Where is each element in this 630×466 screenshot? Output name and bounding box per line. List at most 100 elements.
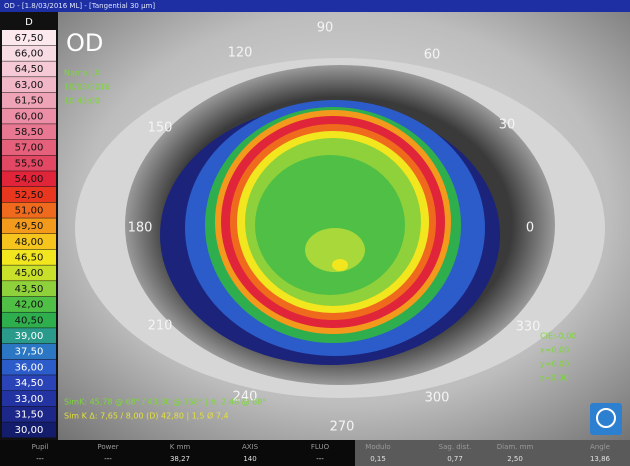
scale-label: 63,00 xyxy=(15,80,44,91)
scale-label: 39,00 xyxy=(15,331,44,342)
scale-label: 55,50 xyxy=(15,158,44,169)
scale-swatch xyxy=(2,312,56,328)
status-label: Diam. mm xyxy=(497,443,534,451)
status-label: K mm xyxy=(170,443,191,451)
scale-swatch xyxy=(2,218,56,234)
status-value: 13,86 xyxy=(590,455,611,463)
status-label: Pupil xyxy=(32,443,49,451)
status-value: --- xyxy=(316,455,324,463)
topography-map xyxy=(160,100,500,365)
scale-label: 36,00 xyxy=(15,362,44,373)
scale-label: 54,00 xyxy=(15,174,44,185)
patient-info: Name LX xyxy=(64,69,101,78)
scale-label: 30,00 xyxy=(15,425,44,436)
title-bar xyxy=(0,0,630,12)
axis-label: 150 xyxy=(148,121,173,136)
axis-label: 60 xyxy=(424,48,441,63)
scale-label: 31,50 xyxy=(15,409,44,420)
status-label: Modulo xyxy=(365,443,390,451)
status-value: 2,50 xyxy=(507,455,523,463)
scale-label: 58,50 xyxy=(15,127,44,138)
scale-swatch xyxy=(2,202,56,218)
status-value: 140 xyxy=(243,455,256,463)
patient-info: 18/03/2016 xyxy=(64,83,110,92)
scale-label: 45,00 xyxy=(15,268,44,279)
scale-swatch xyxy=(2,328,56,344)
eye-label: OD xyxy=(66,29,103,57)
scale-swatch xyxy=(2,155,56,171)
window-title: OD - [1.8/03/2016 ML] - [Tangential 30 µ… xyxy=(4,2,155,10)
scale-swatch xyxy=(2,249,56,265)
scale-label: 57,00 xyxy=(15,143,44,154)
scale-swatch xyxy=(2,171,56,187)
scale-swatch xyxy=(2,343,56,360)
scale-swatch xyxy=(2,139,56,156)
scale-swatch xyxy=(2,92,56,108)
axis-label: 300 xyxy=(425,391,450,406)
scale-swatch xyxy=(2,77,56,93)
axis-label: 180 xyxy=(128,221,153,236)
axis-label: 120 xyxy=(228,46,253,61)
summary-line: Sim K Δ: 7,65 / 8,00 (D) 42,80 | 1,5 Ø 7… xyxy=(64,411,229,421)
scale-label: 66,00 xyxy=(15,49,44,60)
axis-label: 330 xyxy=(516,320,541,335)
scale-swatch xyxy=(2,30,56,46)
scale-swatch xyxy=(2,265,56,281)
scale-label: 60,00 xyxy=(15,111,44,122)
status-value: 38,27 xyxy=(170,455,190,463)
scale-swatch xyxy=(2,390,56,407)
scale-label: 64,50 xyxy=(15,64,44,75)
readout: CIE:-0,00 xyxy=(540,332,576,341)
scale-swatch xyxy=(2,422,56,438)
scale-swatch xyxy=(2,234,56,250)
scale-swatch xyxy=(2,281,56,297)
status-value: 0,77 xyxy=(447,455,463,463)
scale-label: 51,00 xyxy=(15,205,44,216)
scale-swatch xyxy=(2,45,56,61)
scale-label: 52,50 xyxy=(15,190,44,201)
axis-label: 240 xyxy=(233,390,258,405)
scale-label: 48,00 xyxy=(15,237,44,248)
scale-swatch xyxy=(2,296,56,312)
readout: y=0,00 xyxy=(540,360,569,369)
scale-label: 43,50 xyxy=(15,284,44,295)
status-right xyxy=(355,440,630,466)
scale-label: 34,50 xyxy=(15,378,44,389)
status-value: 0,15 xyxy=(370,455,386,463)
status-label: FLUO xyxy=(311,443,330,451)
scale-swatch xyxy=(2,186,56,203)
status-label: Angle xyxy=(590,443,610,451)
axis-label: 270 xyxy=(330,420,355,435)
scale-swatch xyxy=(2,375,56,391)
scale-swatch xyxy=(2,124,56,140)
summary-line: SimK: 45,78 @ 68° / 43,30 @ 158° | Δ: 2,… xyxy=(64,398,266,407)
readout: z=0,00 xyxy=(540,374,569,383)
scale-swatch xyxy=(2,406,56,422)
status-label: Sag. dist. xyxy=(439,443,472,451)
status-value: --- xyxy=(104,455,112,463)
status-value: --- xyxy=(36,455,44,463)
status-label: AXIS xyxy=(242,443,259,451)
scale-label: 46,50 xyxy=(15,253,44,264)
axis-label: 30 xyxy=(499,118,516,133)
logo-icon xyxy=(596,408,616,428)
scale-label: 37,50 xyxy=(15,347,44,358)
scale-label: 42,00 xyxy=(15,300,44,311)
scale-label: 40,50 xyxy=(15,315,44,326)
scale-label: 33,00 xyxy=(15,394,44,405)
scale-unit: D xyxy=(25,17,33,28)
scale-swatch xyxy=(2,359,56,375)
status-label: Power xyxy=(97,443,118,451)
scale-swatch xyxy=(2,61,56,77)
scale-label: 49,50 xyxy=(15,221,44,232)
status-left xyxy=(0,440,355,466)
axis-label: 210 xyxy=(148,319,173,334)
scale-label: 61,50 xyxy=(15,96,44,107)
logo-button[interactable] xyxy=(590,403,622,435)
scale-label: 67,50 xyxy=(15,33,44,44)
scale-swatch xyxy=(2,108,56,124)
axis-label: 0 xyxy=(526,221,534,236)
axis-label: 90 xyxy=(317,21,334,36)
